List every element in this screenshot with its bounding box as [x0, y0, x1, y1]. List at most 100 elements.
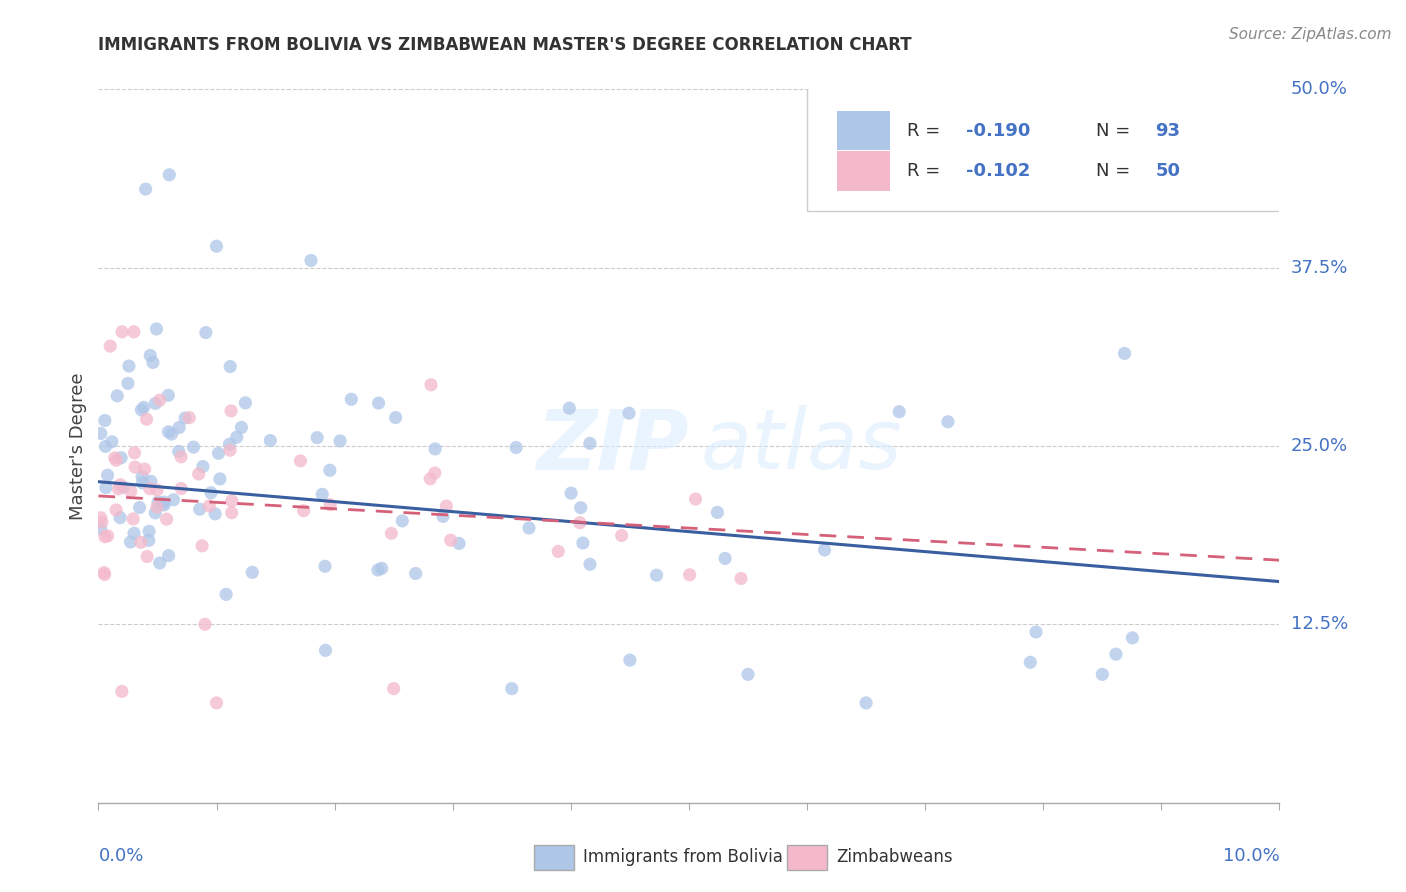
- Point: [122, 526, 145, 541]
- Point: [97, 529, 120, 543]
- Point: [219, 443, 242, 458]
- Point: [131, 403, 153, 417]
- Point: [111, 325, 134, 339]
- Point: [1025, 625, 1047, 640]
- Point: [134, 462, 156, 476]
- Point: [221, 494, 243, 508]
- Point: [174, 411, 197, 425]
- Point: [93, 567, 115, 582]
- Point: [218, 437, 240, 451]
- Point: [146, 495, 169, 509]
- Point: [153, 498, 176, 512]
- Point: [501, 681, 523, 696]
- Point: [311, 487, 333, 501]
- Point: [153, 495, 176, 509]
- Point: [136, 549, 159, 564]
- Text: -0.190: -0.190: [966, 121, 1031, 139]
- Point: [157, 549, 180, 563]
- Point: [194, 326, 217, 340]
- Point: [90, 510, 112, 524]
- Point: [307, 431, 329, 445]
- Point: [112, 480, 135, 494]
- Point: [145, 322, 167, 336]
- Point: [299, 253, 322, 268]
- Point: [205, 696, 228, 710]
- Point: [737, 667, 759, 681]
- Point: [231, 420, 253, 434]
- Point: [120, 484, 142, 499]
- Point: [94, 530, 117, 544]
- Point: [98, 339, 121, 353]
- Point: [94, 413, 117, 427]
- Point: [138, 533, 160, 548]
- Point: [132, 401, 155, 415]
- Point: [90, 515, 112, 529]
- Point: [610, 528, 633, 542]
- Point: [157, 168, 180, 182]
- Point: [122, 512, 145, 526]
- Point: [139, 348, 162, 362]
- Point: [1019, 656, 1042, 670]
- Point: [205, 239, 228, 253]
- Point: [517, 521, 540, 535]
- Point: [219, 404, 242, 418]
- Point: [131, 470, 153, 484]
- Point: [235, 396, 257, 410]
- Point: [714, 551, 737, 566]
- Point: [187, 467, 209, 481]
- Text: Zimbabweans: Zimbabweans: [837, 848, 953, 866]
- Point: [434, 499, 457, 513]
- Point: [124, 460, 146, 475]
- Point: [207, 446, 229, 460]
- Point: [560, 486, 582, 500]
- Point: [568, 516, 591, 530]
- Point: [579, 436, 602, 450]
- Text: R =: R =: [907, 121, 946, 139]
- Point: [505, 441, 527, 455]
- Point: [423, 442, 446, 456]
- Point: [319, 463, 342, 477]
- Point: [170, 482, 193, 496]
- Point: [97, 468, 120, 483]
- Point: [558, 401, 581, 416]
- Text: N =: N =: [1097, 121, 1136, 139]
- Point: [138, 524, 160, 539]
- Point: [188, 502, 211, 516]
- Point: [198, 499, 221, 513]
- Point: [314, 559, 336, 574]
- Point: [645, 568, 668, 582]
- Point: [105, 453, 128, 467]
- Point: [329, 434, 352, 448]
- Point: [145, 396, 167, 410]
- Point: [370, 561, 392, 575]
- Text: Immigrants from Bolivia: Immigrants from Bolivia: [583, 848, 783, 866]
- Point: [149, 392, 172, 407]
- Point: [143, 506, 166, 520]
- Point: [384, 410, 406, 425]
- Text: 50.0%: 50.0%: [1291, 80, 1347, 98]
- Point: [94, 481, 117, 495]
- Text: 50: 50: [1156, 162, 1181, 180]
- Point: [135, 412, 157, 426]
- Point: [191, 459, 214, 474]
- Point: [156, 512, 179, 526]
- Text: ZIP: ZIP: [536, 406, 689, 486]
- Text: 12.5%: 12.5%: [1291, 615, 1348, 633]
- Text: 10.0%: 10.0%: [1223, 847, 1279, 865]
- Point: [367, 396, 389, 410]
- Point: [105, 389, 128, 403]
- Point: [1105, 647, 1128, 661]
- Point: [139, 482, 162, 496]
- Point: [440, 533, 463, 548]
- Point: [118, 359, 141, 373]
- Point: [391, 514, 413, 528]
- Point: [128, 500, 150, 515]
- Point: [579, 558, 602, 572]
- FancyBboxPatch shape: [837, 152, 890, 191]
- Point: [855, 696, 877, 710]
- Point: [936, 415, 959, 429]
- Point: [146, 483, 169, 497]
- Point: [93, 566, 115, 580]
- Text: 93: 93: [1156, 121, 1181, 139]
- Text: 25.0%: 25.0%: [1291, 437, 1348, 455]
